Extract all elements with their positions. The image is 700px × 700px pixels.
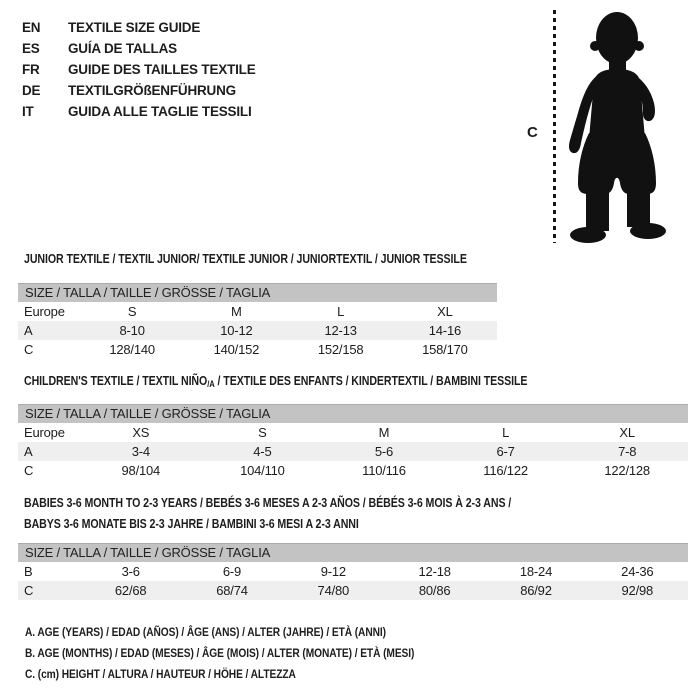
table-row: A 3-4 4-5 5-6 6-7 7-8 [18,442,688,461]
table-row: A 8-10 10-12 12-13 14-16 [18,321,497,340]
language-code: ES [22,41,40,56]
table-cell: XS [132,425,150,440]
language-list: EN TEXTILE SIZE GUIDE ES GUÍA DE TALLAS FR GU… [22,17,256,122]
table-row: Europe XS S M L XL [18,423,688,442]
row-label: C [24,463,34,478]
table-cell: 5-6 [374,444,394,459]
table-title-line: BABYS 3-6 MONATE BIS 2-3 JAHRE / BAMBINI… [24,517,359,531]
table-title-line: BABIES 3-6 MONTH TO 2-3 YEARS / BEBÉS 3-… [24,496,512,510]
footnotes: A. AGE (YEARS) / EDAD (AÑOS) / ÂGE (ANS)… [25,622,483,685]
table-cell: 12-13 [324,323,357,338]
table-row: Europe S M L XL [18,302,497,321]
language-row: DE TEXTILGRÖßENFÜHRUNG [22,80,256,101]
language-row: FR GUIDE DES TAILLES TEXTILE [22,59,256,80]
table-cell: 128/140 [109,342,155,357]
table-cell: 68/74 [216,583,248,598]
table-cell: 10-12 [220,323,253,338]
table-cell: 116/122 [483,463,528,478]
row-label: A [24,444,33,459]
row-label: Europe [24,425,65,440]
language-code: DE [22,83,41,98]
table-cell: 3-6 [121,564,140,579]
size-header-label: SIZE / TALLA / TAILLE / GRÖSSE / TAGLIA [25,545,271,560]
table-title-text: / TEXTILE DES ENFANTS / KINDERTEXTIL / B… [214,374,528,388]
footnote-line: C. (cm) HEIGHT / ALTURA / HAUTEUR / HÖHE… [25,667,296,681]
language-code: EN [22,20,41,35]
row-label: C [24,342,34,357]
table-cell: S [258,425,267,440]
table-cell: 122/128 [604,463,650,478]
table-cell: XL [437,304,453,319]
children-table-title: CHILDREN'S TEXTILE / TEXTIL NIÑO/A / TEX… [24,371,528,395]
table-cell: 7-8 [618,444,637,459]
table-cell: 110/116 [362,463,406,478]
size-header-label: SIZE / TALLA / TAILLE / GRÖSSE / TAGLIA [25,406,271,421]
table-cell: 6-9 [222,564,242,579]
table-cell: 80/86 [418,583,451,598]
row-label: A [24,323,33,338]
table-row: B 3-6 6-9 9-12 12-18 18-24 24-36 [18,562,688,581]
height-measure-line [553,10,556,243]
table-row: C 98/104 104/110 110/116 116/122 122/128 [18,461,688,480]
junior-size-table: SIZE / TALLA / TAILLE / GRÖSSE / TAGLIA E… [18,283,497,359]
size-header-bar: SIZE / TALLA / TAILLE / GRÖSSE / TAGLIA [18,543,688,562]
language-row: IT GUIDA ALLE TAGLIE TESSILI [22,101,256,122]
table-cell: M [231,304,242,319]
footnote-line: A. AGE (YEARS) / EDAD (AÑOS) / ÂGE (ANS)… [25,625,386,639]
size-header-bar: SIZE / TALLA / TAILLE / GRÖSSE / TAGLIA [18,283,497,302]
table-cell: L [502,425,510,440]
table-cell: 6-7 [496,444,515,459]
language-row: EN TEXTILE SIZE GUIDE [22,17,256,38]
table-cell: 18-24 [519,564,553,579]
babies-table-title: BABIES 3-6 MONTH TO 2-3 YEARS / BEBÉS 3-… [24,493,511,535]
size-header-label: SIZE / TALLA / TAILLE / GRÖSSE / TAGLIA [25,285,271,300]
table-cell: 14-16 [428,323,461,338]
table-cell: 8-10 [119,323,145,338]
table-cell: 24-36 [621,564,654,579]
babies-size-table: SIZE / TALLA / TAILLE / GRÖSSE / TAGLIA B… [18,543,688,600]
table-cell: 140/152 [213,342,260,357]
children-size-table: SIZE / TALLA / TAILLE / GRÖSSE / TAGLIA E… [18,404,688,480]
table-title-text: CHILDREN'S TEXTILE / TEXTIL NIÑO [24,374,208,388]
language-row: ES GUÍA DE TALLAS [22,38,256,59]
table-cell: 9-12 [320,564,346,579]
table-cell: M [378,425,390,440]
table-title-subscript: /A [207,379,215,389]
toddler-silhouette-icon [569,12,666,243]
table-cell: 74/80 [317,583,350,598]
table-row: C 62/68 68/74 74/80 80/86 86/92 92/98 [18,581,688,600]
language-code: IT [22,104,34,119]
table-cell: XL [619,425,635,440]
row-label: Europe [24,304,65,319]
table-cell: 12-18 [418,564,451,579]
language-code: FR [22,62,40,77]
table-cell: L [337,304,345,319]
table-cell: 3-4 [131,444,150,459]
row-label: B [24,564,33,579]
table-cell: S [127,304,137,319]
table-cell: 86/92 [520,583,552,598]
table-cell: 104/110 [240,463,285,478]
footnote-line: B. AGE (MONTHS) / EDAD (MESES) / ÂGE (MO… [25,646,415,660]
table-cell: 98/104 [121,463,161,478]
table-row: C 128/140 140/152 152/158 158/170 [18,340,497,359]
size-header-bar: SIZE / TALLA / TAILLE / GRÖSSE / TAGLIA [18,404,688,423]
row-label: C [24,583,34,598]
junior-table-title: JUNIOR TEXTILE / TEXTIL JUNIOR/ TEXTILE … [24,249,467,270]
language-label: GUÍA DE TALLAS [68,41,177,56]
language-label: GUIDE DES TAILLES TEXTILE [68,62,256,77]
table-cell: 152/158 [317,342,364,357]
table-cell: 62/68 [114,583,147,598]
table-title-text: JUNIOR TEXTILE / TEXTIL JUNIOR/ TEXTILE … [24,252,467,266]
language-label: GUIDA ALLE TAGLIE TESSILI [68,104,252,119]
language-label: TEXTILE SIZE GUIDE [68,20,201,35]
height-measure-label: C [527,124,538,141]
language-label: TEXTILGRÖßENFÜHRUNG [68,83,236,98]
table-cell: 4-5 [253,444,272,459]
table-cell: 158/170 [422,342,468,357]
table-cell: 92/98 [621,583,654,598]
